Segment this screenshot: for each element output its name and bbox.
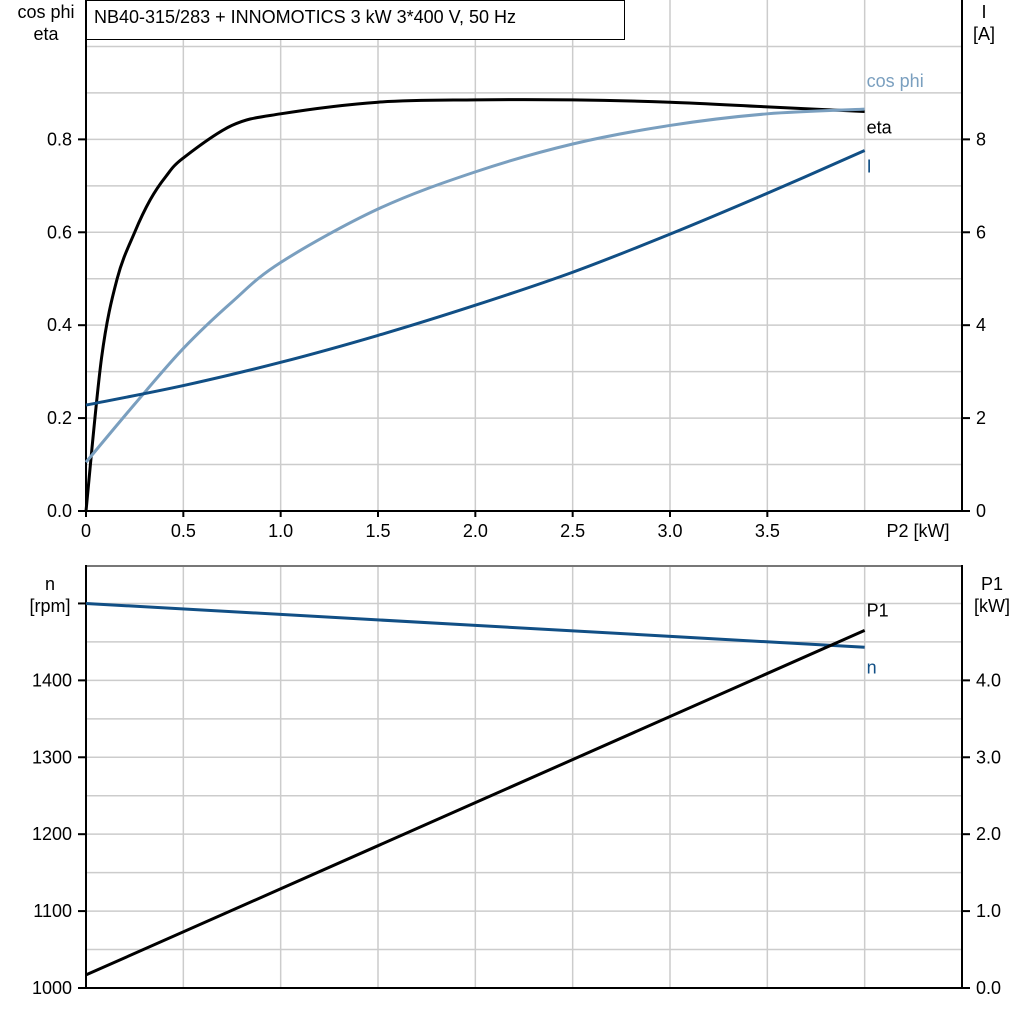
left-tick-label: 1000 bbox=[32, 978, 72, 998]
curve-n bbox=[85, 601, 865, 649]
curve-label-cos-phi: cos phi bbox=[867, 71, 924, 91]
top-plot-grid bbox=[86, 0, 962, 511]
right-axis-title: [kW] bbox=[974, 596, 1010, 616]
right-tick-label: 3.0 bbox=[976, 747, 1001, 767]
title-box bbox=[86, 0, 625, 40]
left-tick-label: 0.8 bbox=[47, 129, 72, 149]
right-tick-label: 2.0 bbox=[976, 824, 1001, 844]
x-tick-label: 2.0 bbox=[463, 521, 488, 541]
x-tick-label: 1.0 bbox=[268, 521, 293, 541]
right-tick-label: 2 bbox=[976, 408, 986, 428]
right-tick-label: 1.0 bbox=[976, 901, 1001, 921]
left-axis-title: n bbox=[45, 574, 55, 594]
right-axis-title: P1 bbox=[981, 574, 1003, 594]
left-tick-label: 1400 bbox=[32, 670, 72, 690]
right-tick-label: 4.0 bbox=[976, 670, 1001, 690]
left-axis-title: cos phi bbox=[17, 2, 74, 22]
left-tick-label: 0.6 bbox=[47, 222, 72, 242]
left-axis-title: eta bbox=[33, 24, 59, 44]
curve-label-i: I bbox=[867, 157, 872, 177]
curve-label-eta: eta bbox=[867, 117, 893, 137]
curve-p1 bbox=[85, 629, 866, 977]
curve-label-n: n bbox=[867, 657, 877, 677]
curve-eta bbox=[84, 98, 865, 512]
x-tick-label: 3.5 bbox=[755, 521, 780, 541]
right-tick-label: 0 bbox=[976, 501, 986, 521]
left-tick-label: 0.2 bbox=[47, 408, 72, 428]
curve-label-p1: P1 bbox=[867, 600, 889, 620]
left-tick-label: 0.0 bbox=[47, 501, 72, 521]
right-tick-label: 0.0 bbox=[976, 978, 1001, 998]
left-tick-label: 0.4 bbox=[47, 315, 72, 335]
curves bbox=[84, 98, 866, 977]
right-tick-label: 6 bbox=[976, 222, 986, 242]
curve-cos-phi bbox=[84, 107, 865, 464]
axes bbox=[78, 0, 970, 989]
left-tick-label: 1300 bbox=[32, 747, 72, 767]
right-tick-label: 4 bbox=[976, 315, 986, 335]
x-tick-label: 3.0 bbox=[657, 521, 682, 541]
right-axis-title: I bbox=[981, 2, 986, 22]
left-axis-title: [rpm] bbox=[29, 596, 70, 616]
left-tick-label: 1100 bbox=[33, 901, 72, 921]
x-tick-label: 0 bbox=[81, 521, 91, 541]
right-tick-label: 8 bbox=[976, 129, 986, 149]
x-tick-label: 1.5 bbox=[365, 521, 390, 541]
x-tick-label: 2.5 bbox=[560, 521, 585, 541]
x-tick-label: 0.5 bbox=[171, 521, 196, 541]
chart-title: NB40-315/283 + INNOMOTICS 3 kW 3*400 V, … bbox=[94, 7, 516, 27]
bottom-plot-grid bbox=[86, 565, 962, 988]
curve-i bbox=[85, 149, 866, 407]
right-axis-title: [A] bbox=[973, 24, 995, 44]
left-tick-label: 1200 bbox=[32, 824, 72, 844]
x-axis-title: P2 [kW] bbox=[886, 521, 949, 541]
